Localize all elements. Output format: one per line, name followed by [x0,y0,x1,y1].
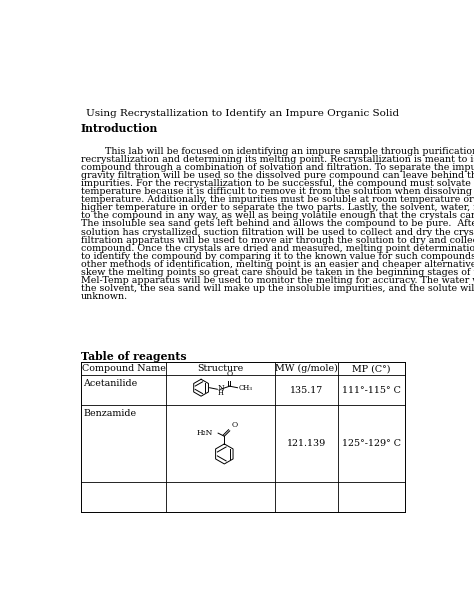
Bar [81,362,405,512]
Text: solution has crystallized, suction filtration will be used to collect and dry th: solution has crystallized, suction filtr… [81,227,474,237]
Text: filtration apparatus will be used to move air through the solution to dry and co: filtration apparatus will be used to mov… [81,235,474,245]
Text: 125°-129° C: 125°-129° C [342,439,401,447]
Text: other methods of identification, melting point is an easier and cheaper alternat: other methods of identification, melting… [81,260,474,269]
Text: compound through a combination of solvation and filtration. To separate the impu: compound through a combination of solvat… [81,163,474,172]
Text: the solvent, the sea sand will make up the insoluble impurities, and the solute : the solvent, the sea sand will make up t… [81,284,474,293]
Text: Introduction: Introduction [81,123,158,134]
Text: 121.139: 121.139 [287,439,326,447]
Text: MW (g/mole): MW (g/mole) [275,364,338,373]
Text: temperature. Additionally, the impurities must be soluble at room temperature or: temperature. Additionally, the impuritie… [81,195,474,204]
Text: temperature because it is difficult to remove it from the solution when dissolvi: temperature because it is difficult to r… [81,187,474,196]
Text: 111°-115° C: 111°-115° C [342,386,401,395]
Text: higher temperature in order to separate the two parts. Lastly, the solvent, wate: higher temperature in order to separate … [81,204,474,212]
Text: to identify the compound by comparing it to the known value for such compounds. : to identify the compound by comparing it… [81,252,474,261]
Text: H₂N: H₂N [196,429,213,437]
Text: This lab will be focused on identifying an impure sample through purification by: This lab will be focused on identifying … [81,147,474,156]
Text: impurities. For the recrystallization to be successful, the compound must solvat: impurities. For the recrystallization to… [81,179,474,188]
Text: Benzamide: Benzamide [83,408,137,417]
Text: Acetanilide: Acetanilide [83,379,137,388]
Text: Mel-Temp apparatus will be used to monitor the melting for accuracy. The water w: Mel-Temp apparatus will be used to monit… [81,276,474,285]
Text: CH₃: CH₃ [238,384,252,392]
Text: Compound Name: Compound Name [82,364,165,373]
Text: Structure: Structure [197,364,244,373]
Text: Using Recrystallization to Identify an Impure Organic Solid: Using Recrystallization to Identify an I… [86,109,400,118]
Text: H: H [218,389,224,397]
Text: recrystallization and determining its melting point. Recrystallization is meant : recrystallization and determining its me… [81,155,474,164]
Text: Table of reagents: Table of reagents [81,351,187,362]
Text: gravity filtration will be used so the dissolved pure compound can leave behind : gravity filtration will be used so the d… [81,171,474,180]
Text: O: O [231,421,237,429]
Text: The insoluble sea sand gets left behind and allows the compound to be pure.  Aft: The insoluble sea sand gets left behind … [81,219,474,229]
Text: skew the melting points so great care should be taken in the beginning stages of: skew the melting points so great care sh… [81,268,474,277]
Text: compound. Once the crystals are dried and measured, melting point determination : compound. Once the crystals are dried an… [81,244,474,253]
Text: MP (C°): MP (C°) [352,364,391,373]
Text: 135.17: 135.17 [290,386,323,395]
Text: unknown.: unknown. [81,292,128,301]
Text: to the compound in any way, as well as being volatile enough that the crystals c: to the compound in any way, as well as b… [81,211,474,221]
Text: O: O [227,370,233,378]
Text: N: N [218,384,225,392]
